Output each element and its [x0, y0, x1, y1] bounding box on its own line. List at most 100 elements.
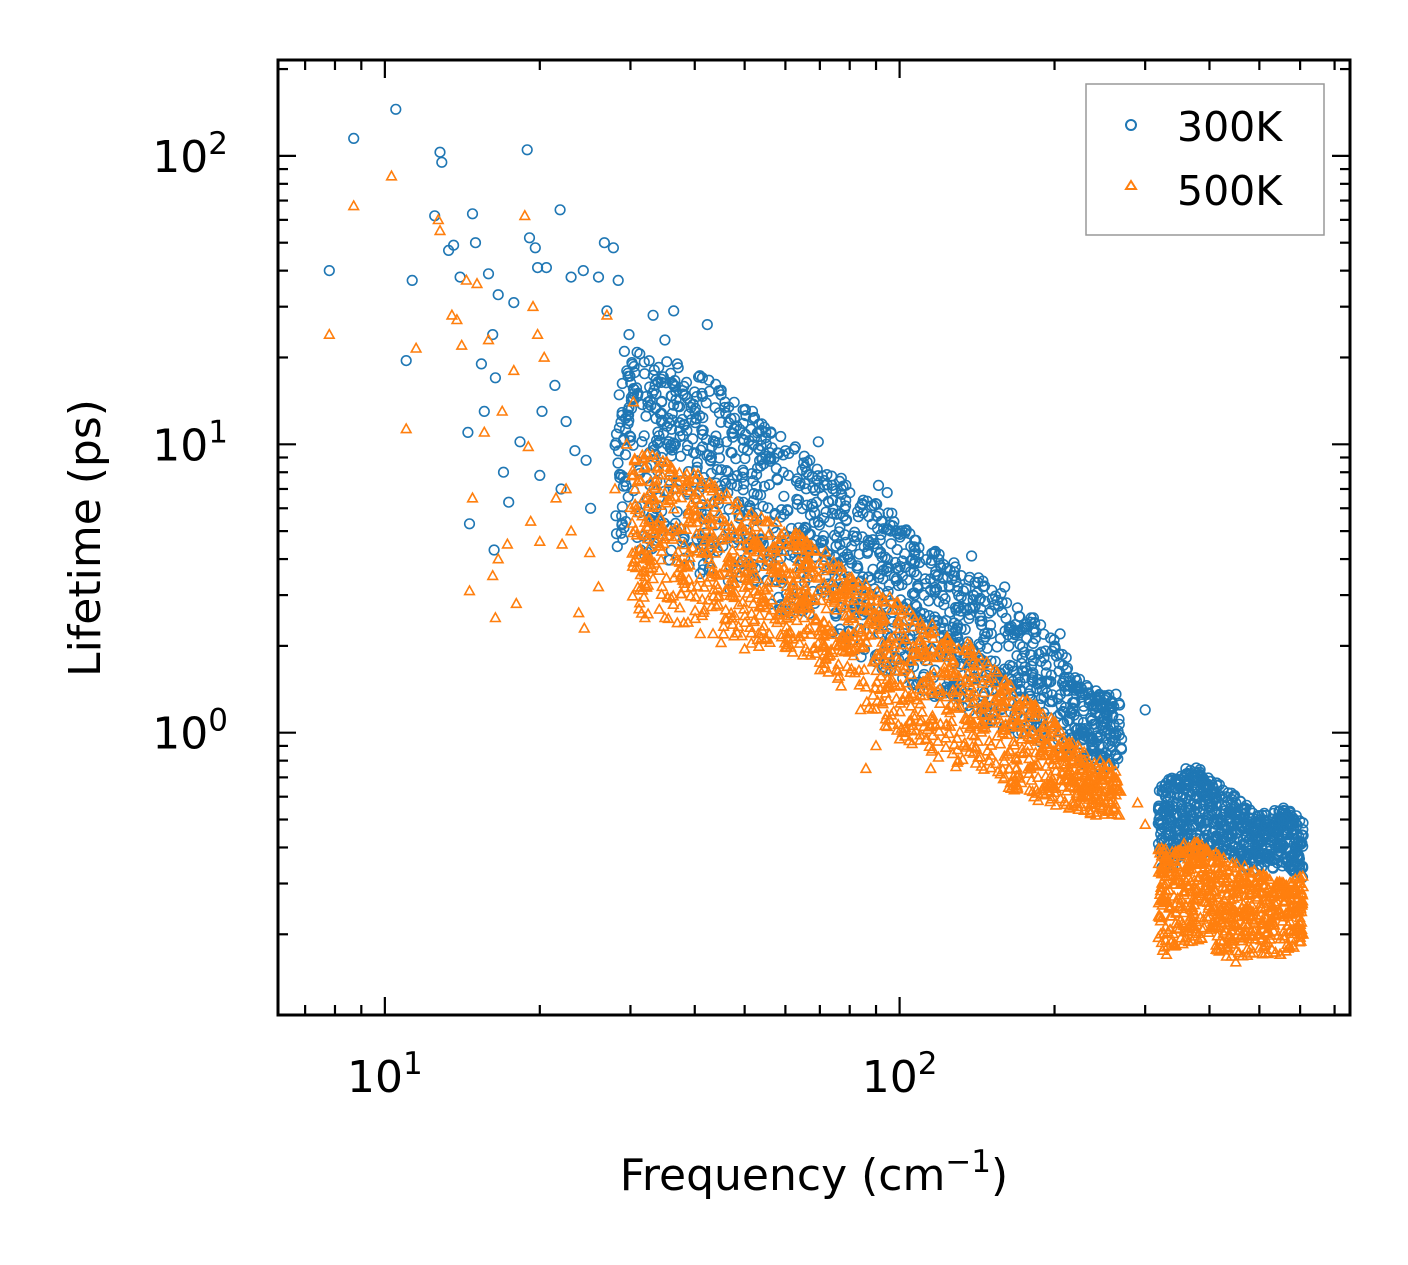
data-point-500k [1022, 730, 1035, 742]
y-tick-label: 100 [152, 703, 228, 760]
data-point-500k [1009, 750, 1023, 762]
data-point-500k [1026, 785, 1039, 797]
data-point-500k [635, 509, 649, 521]
data-point-500k [1163, 883, 1176, 895]
data-point-500k [905, 654, 918, 666]
data-point-500k [786, 588, 799, 600]
data-point-500k [1197, 895, 1210, 907]
data-point-500k [988, 685, 1001, 697]
data-point-500k [699, 546, 713, 558]
data-point-300k [622, 410, 634, 422]
data-point-500k [549, 491, 563, 503]
data-point-500k [1280, 937, 1294, 949]
data-point-300k [478, 405, 490, 418]
data-point-300k [1108, 700, 1120, 713]
data-point-300k [1045, 675, 1057, 688]
data-point-500k [914, 677, 927, 689]
data-point-500k [756, 598, 769, 610]
data-point-500k [953, 725, 966, 737]
data-point-500k [685, 496, 698, 508]
data-point-300k [801, 456, 813, 468]
data-point-500k [798, 611, 811, 623]
data-point-300k [991, 641, 1003, 653]
data-point-300k [701, 319, 713, 331]
data-point-500k [1058, 735, 1071, 747]
data-point-500k [1047, 746, 1061, 758]
data-point-500k [888, 664, 902, 676]
data-point-300k [738, 478, 750, 490]
data-point-300k [1038, 652, 1050, 664]
data-point-500k [1216, 855, 1229, 867]
data-point-300k [762, 453, 775, 465]
data-point-500k [829, 638, 842, 650]
data-point-500k [776, 544, 789, 556]
data-point-300k [675, 450, 687, 462]
data-point-500k [706, 518, 719, 530]
data-point-300k [1237, 834, 1249, 846]
data-point-500k [687, 467, 701, 479]
y-axis-label: Lifetime (ps) [60, 399, 111, 677]
data-point-500k [654, 539, 667, 551]
data-point-500k [755, 510, 768, 522]
data-point-500k [983, 754, 996, 766]
data-point-500k [1110, 808, 1124, 820]
data-point-500k [717, 619, 730, 631]
data-point-500k [1065, 741, 1078, 753]
data-point-500k [626, 589, 639, 601]
data-point-500k [470, 277, 484, 289]
data-point-500k [997, 695, 1010, 707]
data-point-500k [883, 713, 896, 725]
data-point-500k [947, 654, 960, 666]
data-point-300k [833, 526, 845, 538]
data-point-500k [991, 765, 1005, 777]
data-point-500k [1049, 798, 1062, 810]
data-point-500k [744, 591, 757, 603]
data-point-500k [933, 696, 947, 708]
data-point-300k [1157, 806, 1169, 819]
data-point-500k [1031, 757, 1044, 769]
data-point-300k [629, 367, 641, 379]
data-point-300k [503, 496, 515, 508]
data-point-500k [726, 617, 739, 629]
data-point-300k [348, 132, 360, 144]
data-point-500k [931, 734, 945, 746]
data-point-300k [1055, 699, 1067, 712]
data-point-500k [1211, 891, 1225, 903]
data-point-500k [812, 571, 826, 583]
data-point-500k [866, 655, 879, 667]
ticks-layer [278, 60, 1350, 1015]
data-point-300k [670, 394, 682, 406]
data-point-500k [903, 734, 916, 746]
data-point-500k [866, 702, 879, 714]
data-point-500k [752, 538, 766, 550]
data-point-300k [830, 540, 842, 552]
data-point-300k [400, 355, 412, 367]
data-point-500k [1197, 921, 1211, 933]
data-point-500k [661, 590, 674, 602]
data-point-500k [673, 555, 686, 567]
data-point-500k [774, 628, 787, 640]
data-point-500k [738, 580, 751, 592]
data-point-500k [1071, 780, 1085, 792]
data-point-300k [933, 548, 945, 560]
data-point-500k [1295, 898, 1308, 910]
data-point-500k [853, 678, 866, 690]
data-point-300k [774, 552, 787, 565]
data-point-500k [721, 561, 735, 573]
data-point-500k [1131, 796, 1144, 808]
data-point-300k [607, 242, 620, 254]
data-point-300k [521, 144, 533, 156]
data-point-500k [829, 591, 842, 603]
data-point-500k [1278, 932, 1291, 944]
data-point-500k [788, 605, 801, 617]
data-point-500k [1098, 807, 1112, 819]
data-point-500k [1223, 908, 1236, 920]
data-point-500k [653, 498, 667, 510]
data-point-500k [1276, 914, 1289, 926]
data-point-500k [1291, 920, 1305, 932]
data-point-500k [961, 636, 974, 648]
data-point-300k [1181, 778, 1193, 791]
data-point-300k [1277, 814, 1289, 826]
data-point-300k [812, 436, 824, 448]
data-point-300k [806, 498, 818, 510]
